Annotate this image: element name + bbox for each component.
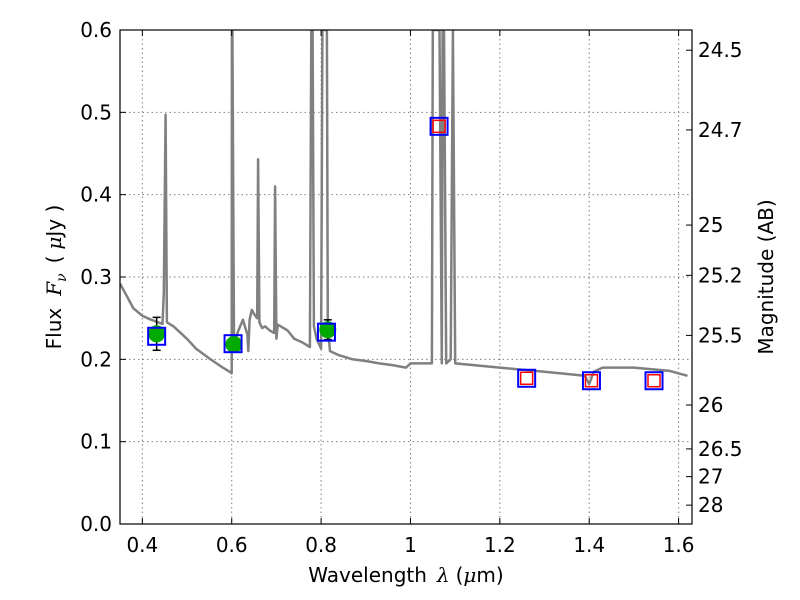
y-axis-label-symbol: F — [42, 281, 66, 297]
upper-limit-box — [647, 373, 661, 388]
y-tick-label: 0.6 — [80, 18, 112, 42]
model-photometry-box — [517, 368, 537, 388]
x-axis-label-unit-mu: μ — [463, 563, 476, 587]
y-axis-label-text: Flux — [42, 308, 66, 350]
observed-flux-point — [225, 336, 243, 354]
x-axis-label: Wavelength λ (μm) — [308, 563, 503, 587]
y2-tick-label: 25 — [698, 213, 723, 237]
sed-model-line — [120, 30, 688, 386]
x-tick-label: 1.6 — [663, 533, 695, 557]
y-axis-label-unit-open: ( — [42, 256, 66, 264]
y-axis-label-subscript: ν — [54, 273, 70, 282]
x-axis-label-text: Wavelength — [308, 563, 427, 587]
x-tick-label: 1 — [404, 533, 417, 557]
ticks: 0.4 0.6 0.8 1 1.2 1.4 1.6 0.0 0.1 0.2 0.3 0.4 0.5 0.6… — [80, 18, 742, 557]
model-photometry-box — [581, 371, 601, 391]
y-tick-label: 0.3 — [80, 265, 112, 289]
x-tick-label: 0.8 — [305, 533, 337, 557]
model-photometry-box — [316, 322, 336, 342]
sed-model-layer — [120, 30, 688, 386]
x-tick-label: 0.6 — [216, 533, 248, 557]
x-tick-label: 1.2 — [484, 533, 516, 557]
y2-tick-label: 27 — [698, 465, 723, 489]
y-tick-label: 0.5 — [80, 100, 112, 124]
y2-tick-label: 25.2 — [698, 263, 743, 287]
model-photometry-box — [147, 326, 167, 346]
y-tick-label: 0.0 — [80, 512, 112, 536]
y-axis-label-unit-rest: Jy ) — [42, 205, 66, 239]
model-photometry-box — [644, 371, 664, 391]
y-axis-label-unit-mu: μ — [42, 237, 66, 250]
x-axis-label-unit-rest: m) — [476, 563, 503, 587]
y-tick-label: 0.1 — [80, 430, 112, 454]
photometry-layer — [147, 116, 664, 391]
model-photometry-box — [223, 334, 243, 354]
y-tick-label: 0.4 — [80, 183, 112, 207]
grid — [120, 29, 692, 525]
x-axis-label-symbol: λ — [436, 563, 450, 587]
y2-tick-label: 24.7 — [698, 118, 743, 142]
y2-tick-label: 28 — [698, 493, 723, 517]
y2-axis-label: Magnitude (AB) — [754, 199, 778, 354]
y2-tick-label: 26.5 — [698, 437, 743, 461]
model-photometry-box — [429, 116, 449, 136]
y2-tick-label: 24.5 — [698, 38, 743, 62]
x-tick-label: 0.4 — [126, 533, 158, 557]
upper-limit-box — [584, 373, 599, 388]
upper-limit-box — [519, 371, 534, 386]
x-tick-label: 1.4 — [573, 533, 605, 557]
upper-limit-box — [432, 119, 446, 134]
y-tick-label: 0.2 — [80, 347, 112, 371]
y2-tick-label: 25.5 — [698, 323, 743, 347]
y2-tick-label: 26 — [698, 393, 723, 417]
y-axis-label: Flux Fν ( μJy ) — [42, 205, 70, 350]
x-axis-label-unit-open: ( — [456, 563, 464, 587]
